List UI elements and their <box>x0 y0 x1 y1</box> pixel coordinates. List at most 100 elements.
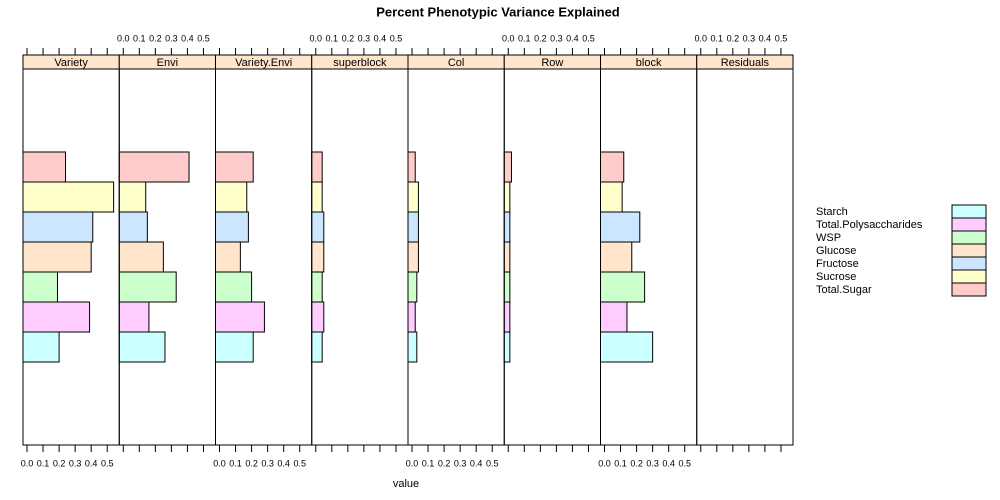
x-tick-label: 0.1 <box>133 33 146 43</box>
x-tick-label: 0.4 <box>470 458 483 468</box>
strip-label: Envi <box>157 57 178 69</box>
x-tick-label: 0.2 <box>342 33 355 43</box>
strip-label: Variety.Envi <box>235 57 292 69</box>
x-tick-label: 0.2 <box>534 33 547 43</box>
legend-label: WSP <box>816 232 841 244</box>
bar <box>22 331 60 363</box>
bar <box>118 271 177 303</box>
x-tick-label: 0.3 <box>165 33 178 43</box>
legend-label: Fructose <box>816 258 859 270</box>
strip-label: Residuals <box>721 57 770 69</box>
strip-label: Row <box>541 57 563 69</box>
chart-title: Percent Phenotypic Variance Explained <box>376 4 620 19</box>
legend-swatch <box>951 269 987 284</box>
x-tick-label: 0.5 <box>775 33 788 43</box>
bar <box>118 211 148 243</box>
legend-swatch <box>951 282 987 297</box>
bar <box>215 211 249 243</box>
bar <box>407 241 419 273</box>
x-tick-label: 0.0 <box>21 458 34 468</box>
x-tick-label: 0.3 <box>454 458 467 468</box>
bar <box>118 331 166 363</box>
bar <box>503 301 511 333</box>
x-tick-label: 0.4 <box>277 458 290 468</box>
bar <box>215 151 254 183</box>
bar <box>311 211 325 243</box>
x-tick-label: 0.1 <box>326 33 339 43</box>
bar <box>503 151 512 183</box>
bar <box>311 241 325 273</box>
x-tick-label: 0.4 <box>662 458 675 468</box>
bar <box>22 271 58 303</box>
bar <box>503 181 511 213</box>
x-tick-label: 0.0 <box>406 458 419 468</box>
x-tick-label: 0.5 <box>390 33 403 43</box>
x-tick-label: 0.4 <box>85 458 98 468</box>
x-tick-label: 0.0 <box>598 458 611 468</box>
panel <box>696 68 794 446</box>
legend-label: Total.Polysaccharides <box>816 219 923 231</box>
bar <box>215 331 254 363</box>
bar <box>407 301 416 333</box>
x-tick-label: 0.3 <box>69 458 82 468</box>
x-tick-label: 0.3 <box>358 33 371 43</box>
bar <box>22 181 115 213</box>
legend-label: Glucose <box>816 245 856 257</box>
x-tick-label: 0.3 <box>743 33 756 43</box>
bar <box>118 241 164 273</box>
legend-swatch <box>951 230 987 245</box>
x-axis-label: value <box>393 478 419 490</box>
bar <box>215 241 241 273</box>
bar <box>311 151 323 183</box>
bar <box>22 211 94 243</box>
bar <box>407 181 419 213</box>
bar <box>215 181 248 213</box>
bar <box>311 301 325 333</box>
x-tick-label: 0.4 <box>566 33 579 43</box>
x-tick-label: 0.1 <box>518 33 531 43</box>
x-tick-label: 0.2 <box>245 458 258 468</box>
x-tick-label: 0.2 <box>438 458 451 468</box>
bar <box>600 181 623 213</box>
bar <box>600 271 646 303</box>
legend-swatch <box>951 256 987 271</box>
bar <box>407 211 419 243</box>
bar <box>407 151 416 183</box>
x-tick-label: 0.5 <box>293 458 306 468</box>
bar <box>503 241 511 273</box>
bar <box>600 301 628 333</box>
x-tick-label: 0.5 <box>101 458 114 468</box>
strip-label: superblock <box>333 57 387 69</box>
legend-label: Total.Sugar <box>816 284 872 296</box>
x-tick-label: 0.5 <box>678 458 691 468</box>
x-tick-label: 0.4 <box>181 33 194 43</box>
strip-label: Variety <box>54 57 88 69</box>
bar <box>22 301 91 333</box>
legend-swatch <box>951 243 987 258</box>
bar <box>215 271 253 303</box>
x-tick-label: 0.2 <box>149 33 162 43</box>
bar <box>118 301 150 333</box>
x-tick-label: 0.5 <box>197 33 210 43</box>
bar <box>600 151 625 183</box>
x-tick-label: 0.5 <box>582 33 595 43</box>
legend-swatch <box>951 217 987 232</box>
x-tick-label: 0.4 <box>374 33 387 43</box>
bar <box>118 181 147 213</box>
panel <box>407 68 505 446</box>
x-tick-label: 0.1 <box>711 33 724 43</box>
bar <box>118 151 190 183</box>
bar <box>503 211 511 243</box>
x-tick-label: 0.0 <box>213 458 226 468</box>
x-tick-label: 0.1 <box>614 458 627 468</box>
bar <box>600 331 654 363</box>
x-tick-label: 0.5 <box>486 458 499 468</box>
panel <box>503 68 601 446</box>
bar <box>215 301 265 333</box>
bar <box>22 151 67 183</box>
bar <box>311 271 323 303</box>
x-tick-label: 0.0 <box>502 33 515 43</box>
legend-swatch <box>951 204 987 219</box>
x-tick-label: 0.1 <box>37 458 50 468</box>
